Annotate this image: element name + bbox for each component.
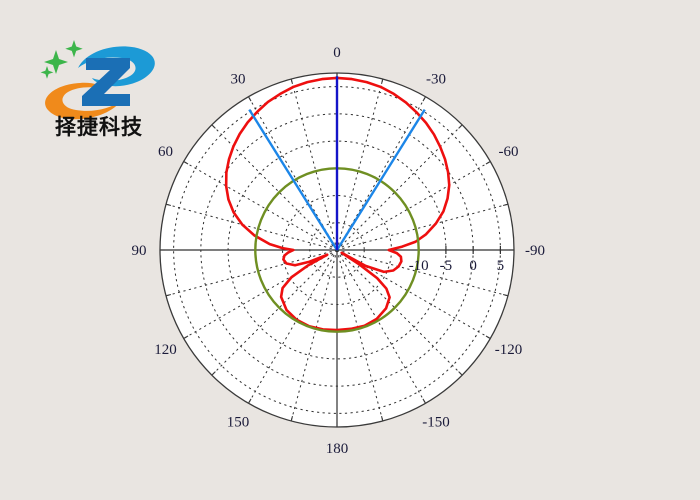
angle-tick xyxy=(380,415,384,422)
angle-axis-label: -60 xyxy=(498,144,518,160)
angle-axis-label: -90 xyxy=(525,243,545,259)
angle-tick xyxy=(458,371,463,376)
angular-gridline xyxy=(336,249,426,404)
angle-axis-label: -30 xyxy=(426,72,446,88)
logo-letter-z xyxy=(82,58,130,106)
angle-tick xyxy=(165,293,172,297)
logo-swoosh-orange xyxy=(45,82,120,120)
angle-tick xyxy=(183,161,189,165)
angular-gridline xyxy=(290,78,338,251)
angle-tick xyxy=(380,78,384,85)
angle-axis-label: 90 xyxy=(132,243,147,259)
company-logo: 择捷科技 xyxy=(34,28,164,140)
angle-axis-label: -120 xyxy=(495,342,523,358)
radial-axis-label: -5 xyxy=(440,258,453,274)
angle-axis-label: -150 xyxy=(422,414,450,430)
angular-gridline xyxy=(165,203,338,251)
angular-gridline xyxy=(165,249,338,297)
angle-tick xyxy=(502,203,509,207)
angle-tick xyxy=(485,161,491,165)
angle-axis-label: 0 xyxy=(333,45,341,61)
angle-tick xyxy=(211,124,216,129)
angular-gridline xyxy=(336,124,463,251)
angle-tick xyxy=(502,293,509,297)
logo-text: 择捷科技 xyxy=(55,115,143,139)
angle-tick xyxy=(165,203,172,207)
angular-gridline xyxy=(336,249,463,376)
angle-tick xyxy=(211,371,216,376)
radial-axis-label: -10 xyxy=(409,258,429,274)
sparkle-icon xyxy=(40,40,83,79)
angle-tick xyxy=(248,96,252,102)
angle-tick xyxy=(422,96,426,102)
angle-tick xyxy=(248,398,252,404)
angle-axis-label: 180 xyxy=(326,441,349,457)
angle-tick xyxy=(458,124,463,129)
angle-axis-label: 120 xyxy=(154,342,177,358)
radial-axis-label: 0 xyxy=(469,258,477,274)
beam-marker-right xyxy=(335,108,426,251)
angle-tick xyxy=(183,335,189,339)
angle-tick xyxy=(290,78,294,85)
angular-gridline xyxy=(183,161,338,251)
measured-pattern xyxy=(224,76,451,332)
angle-axis-label: 60 xyxy=(158,144,173,160)
angular-gridline xyxy=(336,203,509,251)
angle-tick xyxy=(290,415,294,422)
angle-axis-label: 30 xyxy=(231,72,246,88)
radial-axis-label: 5 xyxy=(497,258,505,274)
angular-gridline xyxy=(336,78,384,251)
beam-marker-left xyxy=(248,108,339,251)
angle-tick xyxy=(485,335,491,339)
angle-axis-label: 150 xyxy=(227,414,250,430)
angular-gridline xyxy=(336,161,491,251)
angular-gridline xyxy=(248,249,338,404)
angle-tick xyxy=(422,398,426,404)
angular-gridline xyxy=(336,249,509,297)
logo-swoosh-blue xyxy=(78,46,155,87)
angular-gridline xyxy=(290,249,338,422)
angular-gridline xyxy=(336,249,384,422)
angular-gridline xyxy=(211,249,338,376)
